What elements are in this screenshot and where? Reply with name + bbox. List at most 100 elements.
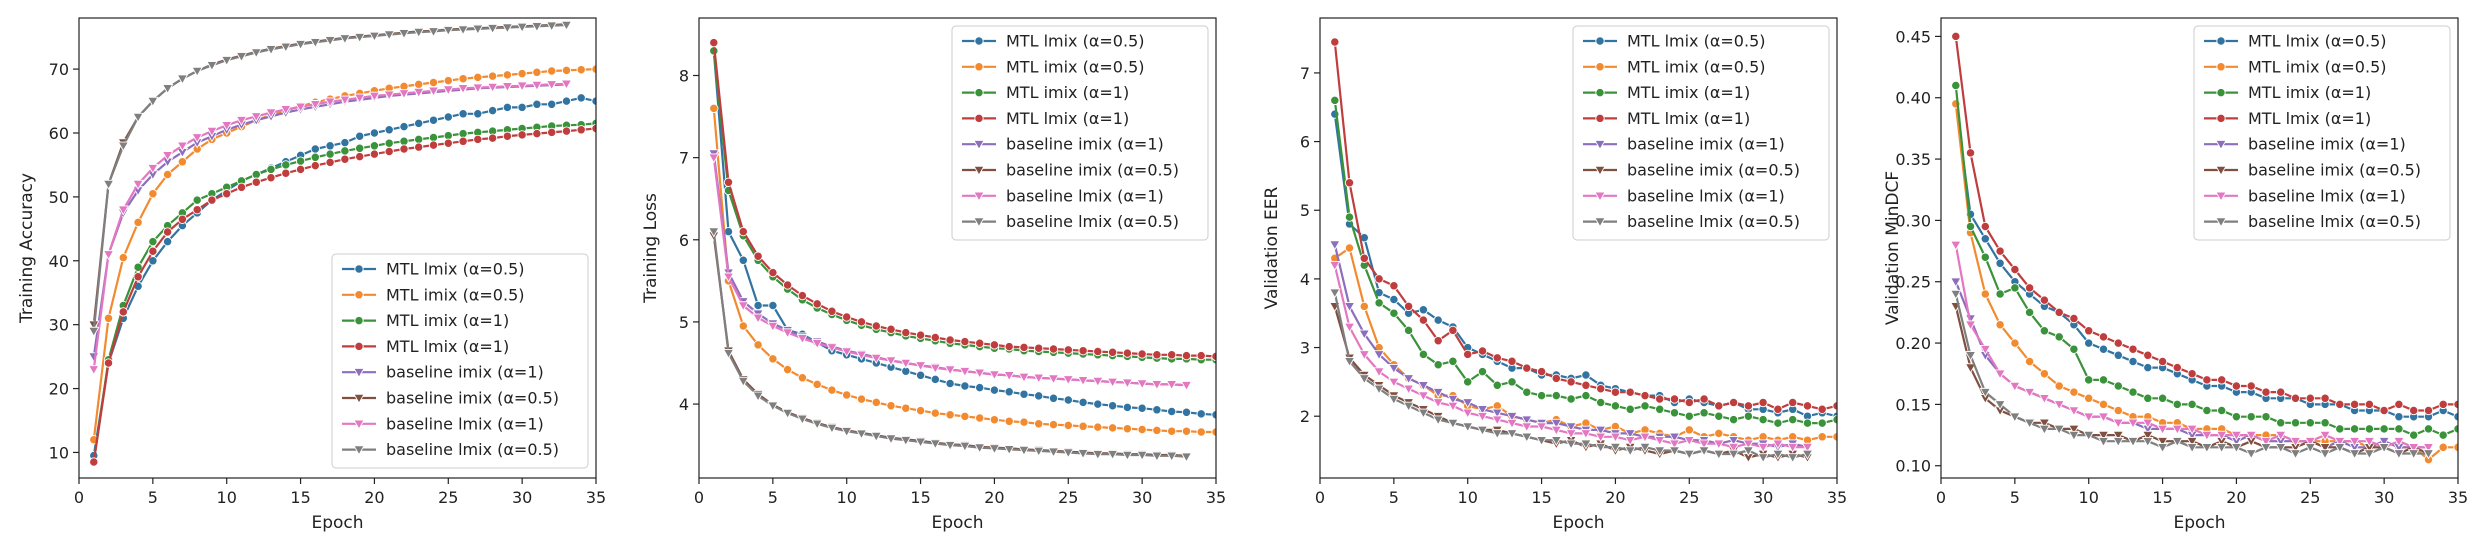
data-point [1402,384,1415,395]
data-point [532,67,542,77]
data-point [2246,381,2256,391]
data-point [1594,425,1607,436]
y-tick-label: 20 [49,380,69,399]
data-point [162,236,173,247]
legend-label: baseline lmix (α=0.5) [386,440,559,459]
data-point [2245,430,2257,441]
data-point [1463,377,1473,387]
data-point [176,141,189,152]
data-point [2024,307,2035,318]
data-point [1107,401,1118,411]
data-point [797,373,808,383]
x-tick-label: 15 [910,488,930,507]
data-point [1949,277,1962,288]
data-point [1550,418,1563,429]
data-point [2364,424,2375,434]
data-point [1136,450,1148,461]
data-point [1389,294,1399,305]
data-point [945,410,955,420]
data-point [547,99,557,109]
legend-label: baseline lmix (α=1) [386,414,544,433]
data-point [473,109,483,119]
data-point [989,385,1000,395]
data-point [2453,399,2458,410]
data-point [989,415,1000,425]
data-point [220,55,233,67]
legend-marker [974,36,984,46]
axes-frame [78,17,597,479]
data-point [782,280,793,290]
data-point [1594,442,1607,454]
data-point [148,236,158,247]
data-point [177,214,188,224]
legend-marker [1595,36,1605,46]
data-point [1506,412,1518,423]
data-point [2393,449,2405,460]
legend-marker [353,393,365,404]
data-point [1980,221,1990,232]
data-point [870,431,883,443]
data-point [1742,446,1755,457]
data-point [2172,362,2182,373]
legend-label: baseline imix (α=0.5) [1006,161,1179,180]
y-tick-label: 0.40 [1895,89,1931,108]
data-point [547,127,557,138]
data-point [1536,366,1547,377]
data-point [1610,387,1621,397]
data-point [1536,390,1547,401]
data-point [989,340,1000,350]
data-point [1121,378,1134,389]
data-point [2053,424,2065,435]
data-point [1418,315,1429,325]
data-point [547,66,557,76]
x-tick-label: 5 [148,488,158,507]
data-point [1418,305,1429,315]
data-point [2202,405,2212,416]
data-point [975,413,985,423]
x-tick-label: 10 [2079,488,2099,507]
data-point [545,80,558,91]
data-point [1801,449,1814,460]
y-tick-label: 0.20 [1895,334,1931,353]
data-point [502,102,513,113]
data-point [826,423,838,434]
data-point [1565,422,1577,433]
data-point [2423,424,2434,434]
legend: MTL lmix (α=0.5) MTL imix (α=0.5) MTL imix… [1572,25,1830,241]
data-point [1550,425,1563,436]
data-point [826,343,838,354]
data-point [2348,437,2361,448]
legend-marker [354,341,364,352]
data-point [399,121,409,132]
legend-marker [2215,217,2227,228]
data-point [973,368,986,379]
legend-marker [1594,139,1606,151]
legend-label: MTL lmix (α=0.5) [1627,32,1766,51]
data-point [2142,437,2154,448]
data-point [1964,363,1977,374]
y-tick-label: 2 [1300,407,1310,426]
data-point [1034,391,1044,401]
legend-label: MTL imix (α=0.5) [386,285,525,304]
data-point [2142,418,2154,429]
data-point [265,45,277,56]
data-point [236,182,247,192]
data-point [945,378,955,389]
data-point [1507,377,1517,387]
data-point [161,151,174,162]
data-point [1625,387,1635,397]
data-point [1373,367,1385,378]
legend-marker [353,445,365,456]
data-point [1432,398,1444,409]
data-point [1004,341,1014,352]
data-point [2438,442,2448,452]
data-point [2068,424,2080,435]
data-point [1461,398,1474,409]
data-point [2128,356,2138,367]
y-tick-label: 3 [1300,339,1310,358]
data-point [1994,369,2006,380]
data-point [384,146,394,157]
data-point [1965,148,1976,158]
data-point [2128,344,2138,354]
y-tick-label: 0.10 [1895,457,1931,476]
